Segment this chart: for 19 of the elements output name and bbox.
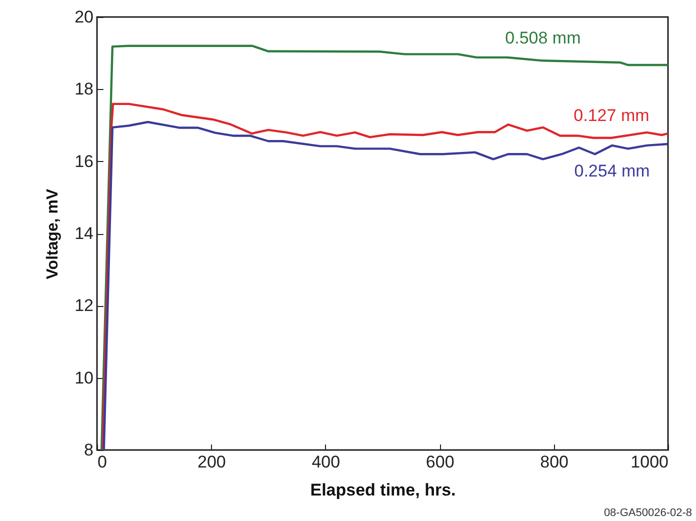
y-tick-label: 16	[74, 152, 94, 171]
y-tick-label: 10	[74, 368, 94, 388]
x-tick-label: 1000	[630, 452, 668, 472]
y-tick-label: 18	[74, 80, 94, 99]
x-axis-title: Elapsed time, hrs.	[310, 480, 456, 500]
y-tick-label: 14	[74, 224, 94, 243]
x-tick-label: 400	[312, 452, 340, 472]
x-tick-label: 200	[198, 452, 226, 472]
y-tick-label: 12	[74, 296, 94, 316]
y-axis-title: Voltage, mV	[44, 188, 62, 280]
series-label: 0.508 mm	[505, 28, 581, 48]
y-tick-label: 20	[74, 8, 94, 26]
y-tick-label: 8	[84, 440, 94, 460]
x-tick-label: 800	[540, 452, 568, 472]
series-label: 0.254 mm	[574, 161, 650, 180]
text: 08-GA50026-02-8	[604, 507, 692, 519]
series-label: 0.127 mm	[574, 106, 650, 125]
x-tick-label: 600	[426, 452, 454, 472]
x-tick-label: 0	[98, 452, 107, 472]
